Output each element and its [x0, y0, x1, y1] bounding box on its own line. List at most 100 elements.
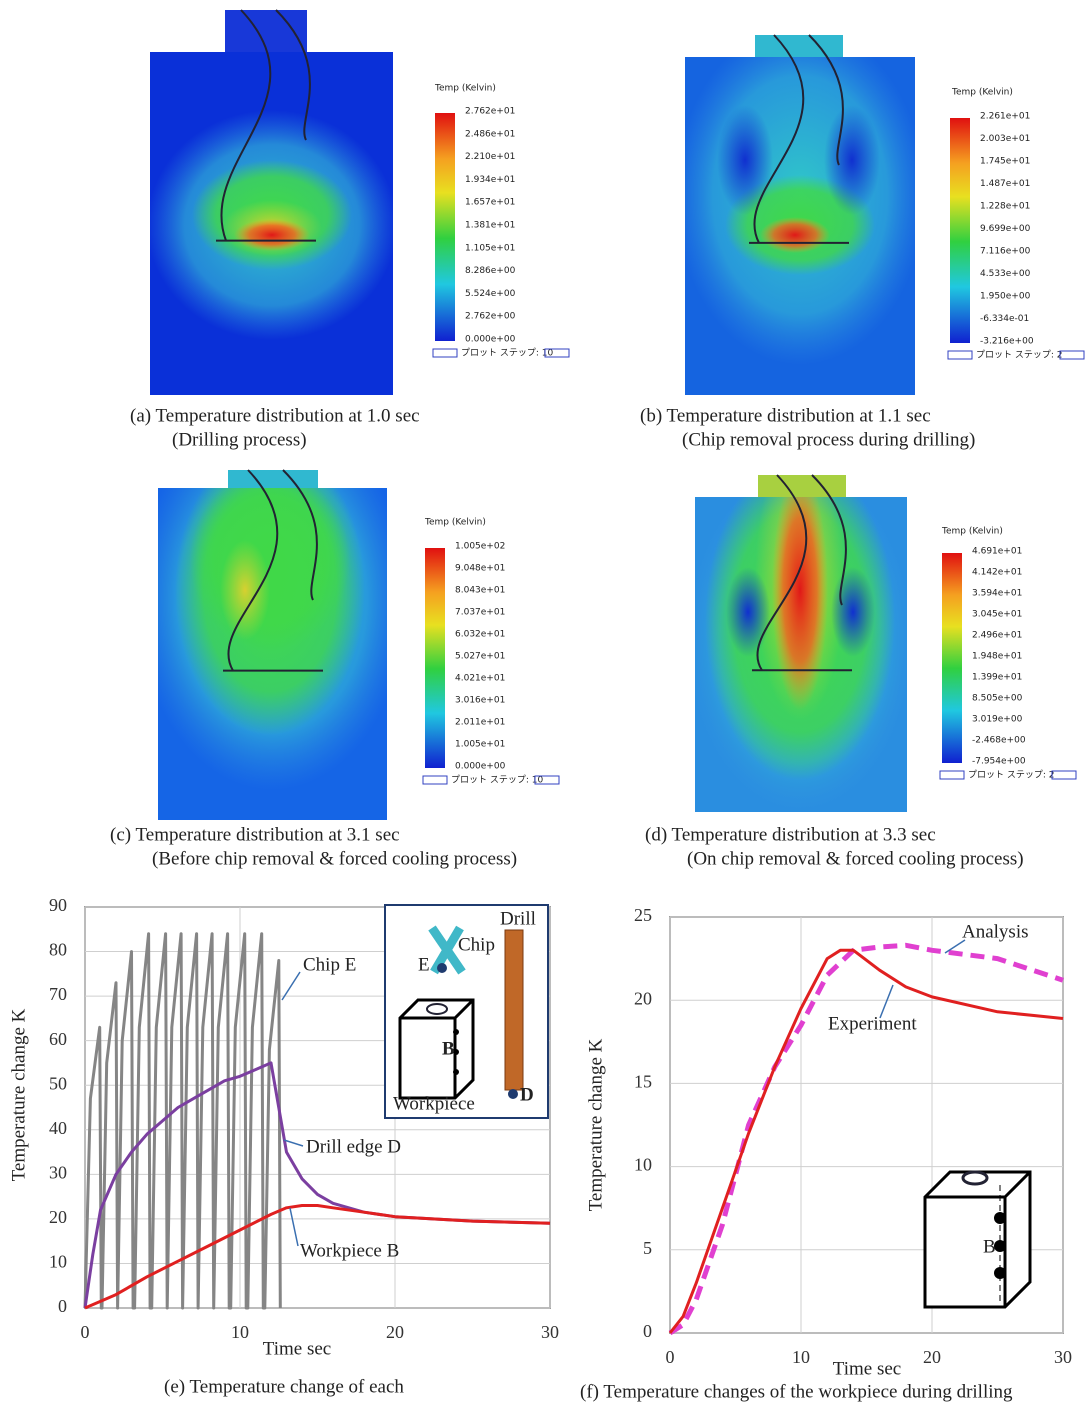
heat-spots	[685, 57, 915, 365]
step-button	[1051, 770, 1077, 780]
point	[994, 1212, 1006, 1224]
x-tick-label: 0	[81, 1322, 90, 1342]
x-axis-label: Time sec	[263, 1338, 331, 1359]
drill-flute	[275, 9, 311, 141]
colorbar-title: Temp (Kelvin)	[941, 527, 1003, 537]
heatmap-panel: Temp (Kelvin) 4.691e+01 4.142e+01 3.594e+01…	[645, 474, 1077, 869]
colorbar-label: 4.691e+01	[972, 547, 1022, 557]
colorbar-label: 2.762e+01	[465, 107, 515, 117]
colorbar-label: 1.745e+01	[980, 157, 1030, 167]
y-tick-label: 30	[49, 1162, 67, 1182]
step-button	[544, 348, 570, 358]
inset-label: Drill	[500, 908, 536, 929]
drill-flute	[753, 34, 805, 244]
drill-flute	[227, 469, 279, 672]
colorbar-label: 8.043e+01	[455, 586, 505, 596]
step-button	[1059, 350, 1085, 360]
colorbar-label: 1.948e+01	[972, 652, 1022, 662]
y-tick-label: 10	[49, 1252, 67, 1272]
colorbar	[425, 548, 445, 768]
series-label: Chip E	[303, 954, 356, 975]
drill-flute	[808, 34, 844, 166]
drill-shank	[228, 470, 318, 488]
series-line	[83, 932, 282, 1310]
step-label: プロット ステップ: 2	[976, 350, 1062, 361]
x-axis-label: Time sec	[833, 1358, 901, 1379]
colorbar-label: 0.000e+00	[465, 335, 516, 345]
series-line	[668, 948, 1064, 1334]
x-tick-label: 10	[231, 1322, 249, 1342]
y-tick-label: 0	[58, 1296, 67, 1316]
y-tick-label: 5	[643, 1238, 652, 1258]
y-tick-label: 90	[49, 895, 67, 915]
heat-spots	[158, 488, 387, 790]
drill-bar	[504, 929, 524, 1091]
point	[453, 1069, 459, 1075]
step-button	[422, 775, 448, 785]
y-tick-label: 60	[49, 1029, 67, 1049]
y-tick-label: 40	[49, 1118, 67, 1138]
y-tick-label: 0	[643, 1321, 652, 1341]
colorbar-label: -3.216e+00	[980, 337, 1034, 347]
series-line	[668, 942, 1064, 1336]
series-line	[83, 1061, 551, 1309]
colorbar-label: 3.045e+01	[972, 610, 1022, 620]
colorbar-label: 1.381e+01	[465, 221, 515, 231]
colorbar-label: -6.334e-01	[980, 314, 1029, 324]
inset-label: B	[442, 1038, 455, 1059]
step-button	[947, 350, 973, 360]
step-label: プロット ステップ: 10	[461, 348, 553, 359]
y-tick-label: 20	[49, 1207, 67, 1227]
step-button	[939, 770, 965, 780]
caption: (On chip removal & forced cooling proces…	[687, 848, 1024, 869]
colorbar-label: 3.594e+01	[972, 589, 1022, 599]
y-tick-label: 25	[634, 905, 652, 925]
series-label: Experiment	[828, 1013, 917, 1034]
point	[994, 1267, 1006, 1279]
heat-spot	[831, 567, 875, 657]
point	[994, 1240, 1006, 1252]
y-axis-label: Temperature change K	[585, 1038, 606, 1211]
colorbar-label: 1.399e+01	[972, 673, 1022, 683]
y-tick-label: 10	[634, 1155, 652, 1175]
colorbar-label: 2.011e+01	[455, 718, 505, 728]
colorbar-label: 3.019e+00	[972, 715, 1023, 725]
colorbar-label: 5.027e+01	[455, 652, 505, 662]
colorbar-label: 4.533e+00	[980, 269, 1031, 279]
colorbar-label: 2.486e+01	[465, 129, 515, 139]
inset-label: Workpiece	[393, 1093, 475, 1114]
colorbar-label: 2.762e+00	[465, 312, 516, 322]
label-leader	[281, 971, 301, 1001]
colorbar	[435, 113, 455, 341]
step-button	[432, 348, 458, 358]
colorbar-label: 2.261e+01	[980, 112, 1030, 122]
inset-label: Chip	[458, 934, 495, 955]
point	[453, 1029, 459, 1035]
heat-spot	[772, 497, 828, 710]
caption: (e) Temperature change of each	[164, 1376, 404, 1397]
heat-spot	[190, 488, 350, 650]
caption: (c) Temperature distribution at 3.1 sec	[110, 824, 400, 845]
y-tick-label: 15	[634, 1072, 652, 1092]
colorbar-label: 7.116e+00	[980, 247, 1031, 257]
colorbar-label: 2.210e+01	[465, 152, 515, 162]
point	[453, 1049, 459, 1055]
colorbar-label: -7.954e+00	[972, 757, 1026, 767]
colorbar-label: 2.003e+01	[980, 134, 1030, 144]
colorbar-label: 0.000e+00	[455, 762, 506, 772]
heat-spot	[220, 540, 270, 640]
colorbar-title: Temp (Kelvin)	[434, 84, 496, 94]
colorbar-label: 1.487e+01	[980, 179, 1030, 189]
series-label: Drill edge D	[306, 1136, 401, 1157]
colorbar-label: 1.005e+02	[455, 542, 505, 552]
colorbar-label: 9.699e+00	[980, 224, 1031, 234]
inset-label: B	[983, 1236, 996, 1257]
caption: (b) Temperature distribution at 1.1 sec	[640, 405, 931, 426]
drill-shank	[755, 35, 843, 57]
y-tick-label: 50	[49, 1073, 67, 1093]
colorbar-label: -2.468e+00	[972, 736, 1026, 746]
colorbar-label: 5.524e+00	[465, 289, 516, 299]
drill-shank	[225, 10, 307, 52]
caption: (Before chip removal & forced cooling pr…	[152, 848, 517, 869]
